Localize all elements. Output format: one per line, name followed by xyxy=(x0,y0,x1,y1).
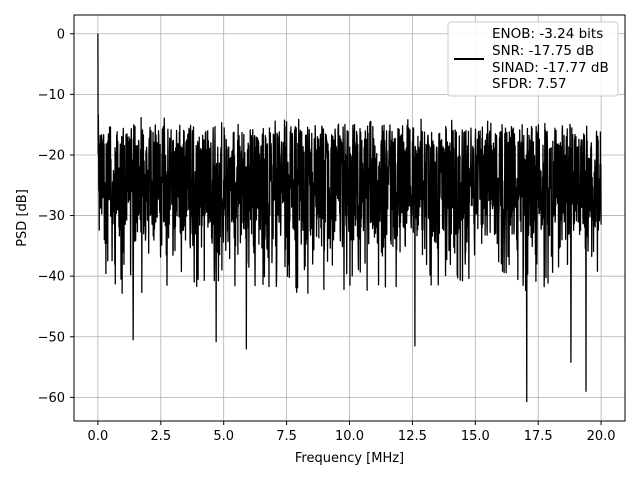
legend-entry-snr: SNR: -17.75 dB xyxy=(492,43,594,59)
x-tick-label: 7.5 xyxy=(276,429,297,444)
x-tick-label: 5.0 xyxy=(213,429,234,444)
y-axis-ticks: 0 −10 −20 −30 −40 −50 −60 xyxy=(38,27,74,406)
legend-entry-enob: ENOB: -3.24 bits xyxy=(492,26,603,42)
x-tick-label: 2.5 xyxy=(150,429,171,444)
psd-line xyxy=(97,33,602,403)
y-tick-label: −10 xyxy=(38,88,65,103)
x-tick-label: 12.5 xyxy=(398,429,427,444)
y-tick-label: −20 xyxy=(38,148,65,163)
y-tick-label: −40 xyxy=(38,270,65,285)
legend: ENOB: -3.24 bits SNR: -17.75 dB SINAD: -… xyxy=(447,21,619,97)
y-tick-label: 0 xyxy=(57,27,65,42)
x-tick-label: 0.0 xyxy=(88,429,109,444)
legend-box xyxy=(447,21,619,97)
y-tick-label: −30 xyxy=(38,209,65,224)
x-axis-ticks: 0.0 2.5 5.0 7.5 10.0 12.5 15.0 17.5 20.0 xyxy=(88,421,616,444)
x-axis-label: Frequency [MHz] xyxy=(295,451,404,466)
legend-entry-sinad: SINAD: -17.77 dB xyxy=(492,60,609,76)
x-tick-label: 20.0 xyxy=(587,429,616,444)
x-tick-label: 10.0 xyxy=(335,429,364,444)
x-tick-label: 17.5 xyxy=(524,429,553,444)
x-tick-label: 15.0 xyxy=(461,429,490,444)
y-tick-label: −60 xyxy=(38,391,65,406)
legend-entry-sfdr: SFDR: 7.57 xyxy=(492,76,567,92)
y-axis-label: PSD [dB] xyxy=(15,189,30,247)
y-tick-label: −50 xyxy=(38,330,65,345)
